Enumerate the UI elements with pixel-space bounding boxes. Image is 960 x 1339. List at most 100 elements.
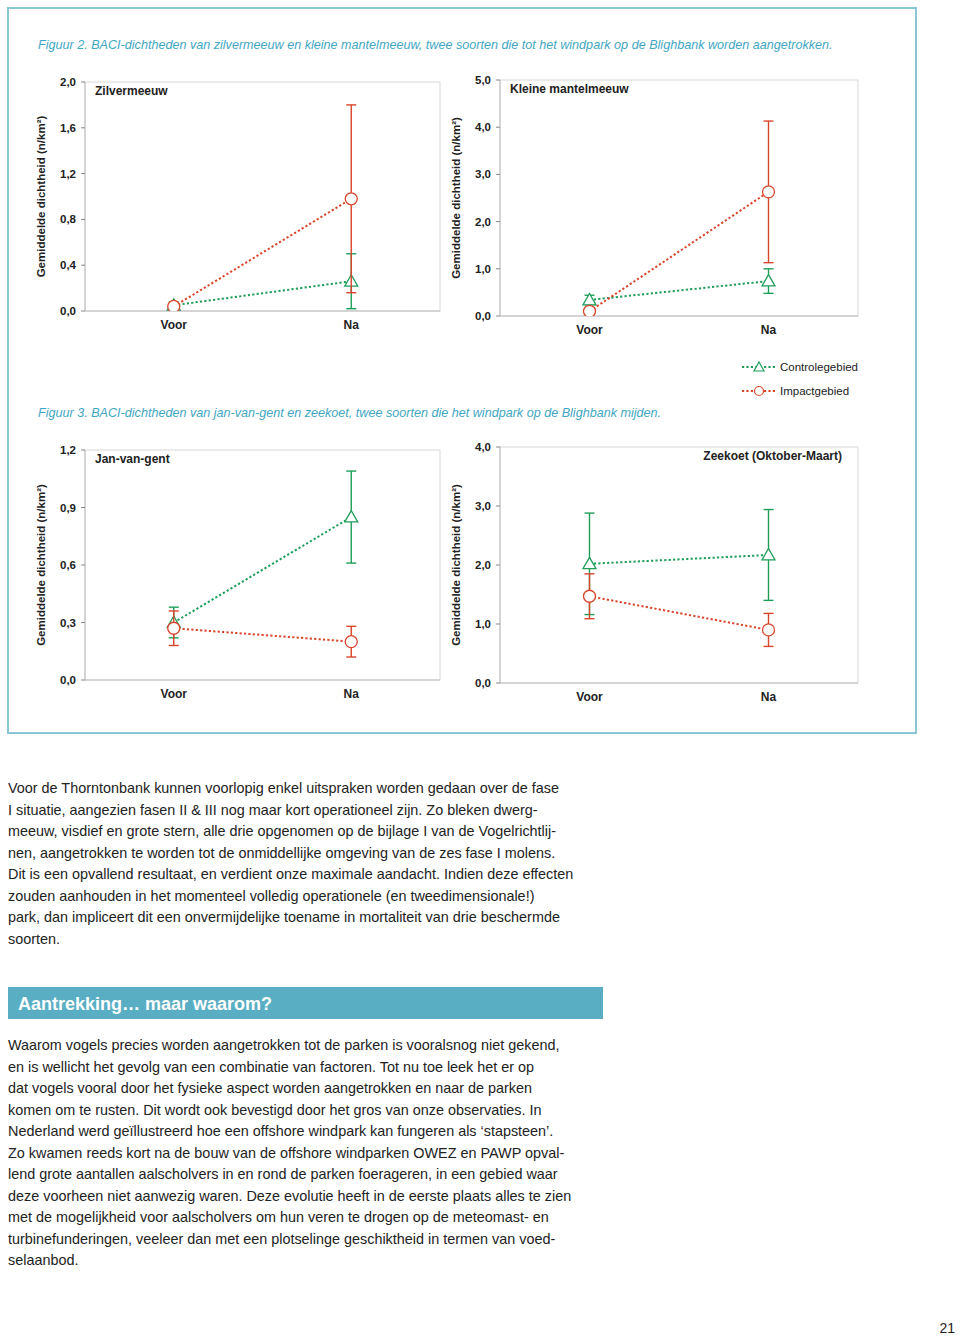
plot-area bbox=[167, 471, 358, 657]
error-bar-cap bbox=[346, 104, 356, 105]
point-marker bbox=[168, 622, 180, 634]
series bbox=[168, 611, 358, 657]
chart: 0,01,02,03,04,05,0Gemiddelde dichtheid (… bbox=[450, 74, 858, 337]
error-bar-cap bbox=[346, 562, 356, 563]
y-tick-label: 2,0 bbox=[475, 559, 491, 571]
error-bar-cap bbox=[585, 512, 595, 513]
body-text: Nederland werd geïllustreerd hoe een off… bbox=[8, 1123, 553, 1139]
y-tick-label: 1,2 bbox=[60, 444, 76, 456]
body-text: Waarom vogels precies worden aangetrokke… bbox=[8, 1037, 559, 1053]
x-tick-label: Na bbox=[761, 690, 777, 704]
y-tick-label: 0,4 bbox=[60, 259, 77, 271]
error-bar-cap bbox=[169, 645, 179, 646]
y-tick-label: 1,2 bbox=[60, 168, 76, 180]
y-tick bbox=[496, 624, 500, 625]
y-tick bbox=[496, 506, 500, 507]
body-text: park, dan impliceert dit een onvermijdel… bbox=[8, 909, 560, 925]
point-marker bbox=[583, 293, 596, 304]
point-marker bbox=[762, 275, 775, 286]
x-axis bbox=[500, 683, 858, 684]
y-tick bbox=[496, 565, 500, 566]
series-line bbox=[590, 281, 769, 300]
error-bar-cap bbox=[764, 262, 774, 263]
error-bar-cap bbox=[585, 573, 595, 574]
plot-area bbox=[583, 510, 775, 647]
y-tick-label: 1,6 bbox=[60, 122, 76, 134]
body-text: nen, aangetrokken te worden tot de onmid… bbox=[8, 845, 555, 861]
chart-title: Zilvermeeuw bbox=[95, 84, 168, 98]
plot-area bbox=[583, 121, 775, 316]
body-text: komen om te rusten. Dit wordt ook bevest… bbox=[8, 1102, 542, 1118]
x-tick-label: Na bbox=[344, 318, 360, 332]
error-bar-cap bbox=[346, 308, 356, 309]
section-heading: Aantrekking… maar waarom? bbox=[18, 994, 272, 1014]
plot-frame bbox=[500, 447, 858, 683]
legend-entry: Controlegebied bbox=[742, 361, 858, 373]
series-line bbox=[590, 192, 769, 311]
figure-caption: Figuur 3. BACI-dichtheden van jan-van-ge… bbox=[38, 406, 661, 420]
body-text: turbinefunderingen, veeleer dan met een … bbox=[8, 1231, 555, 1247]
error-bar-cap bbox=[764, 646, 774, 647]
y-tick bbox=[81, 82, 85, 83]
error-bar-cap bbox=[764, 120, 774, 121]
x-tick-label: Voor bbox=[161, 318, 188, 332]
plot-area bbox=[167, 105, 358, 311]
y-tick bbox=[81, 265, 85, 266]
legend-entry: Impactgebied bbox=[742, 385, 849, 397]
error-bar-cap bbox=[346, 292, 356, 293]
error-bar bbox=[585, 574, 595, 619]
heading-bar bbox=[8, 987, 603, 1019]
y-tick bbox=[81, 565, 85, 566]
chart: 0,00,30,60,91,2Gemiddelde dichtheid (n/k… bbox=[35, 444, 440, 701]
y-axis-label: Gemiddelde dichtheid (n/km²) bbox=[35, 484, 47, 646]
error-bar-cap bbox=[346, 626, 356, 627]
plot-frame bbox=[85, 450, 440, 680]
figure-caption: Figuur 2. BACI-dichtheden van zilvermeeu… bbox=[38, 38, 833, 52]
y-tick bbox=[496, 683, 500, 684]
x-tick-label: Voor bbox=[576, 323, 603, 337]
error-bar-cap bbox=[169, 606, 179, 607]
figure-frame bbox=[8, 8, 916, 733]
chart-title: Jan-van-gent bbox=[95, 452, 170, 466]
x-tick-label: Voor bbox=[576, 690, 603, 704]
y-axis-label: Gemiddelde dichtheid (n/km²) bbox=[450, 484, 462, 646]
point-marker bbox=[345, 193, 357, 205]
chart-title: Zeekoet (Oktober-Maart) bbox=[703, 449, 842, 463]
series bbox=[167, 471, 358, 638]
y-tick bbox=[496, 268, 500, 269]
body-text: soorten. bbox=[8, 931, 60, 947]
y-tick bbox=[81, 507, 85, 508]
y-tick bbox=[81, 622, 85, 623]
legend-label: Impactgebied bbox=[780, 385, 849, 397]
body-text: deze voorheen niet aanwezig waren. Deze … bbox=[8, 1188, 571, 1204]
error-bar bbox=[169, 611, 179, 646]
body-text: meeuw, visdief en grote stern, alle drie… bbox=[8, 823, 556, 839]
plot-frame bbox=[500, 80, 858, 316]
y-tick-label: 0,3 bbox=[60, 617, 76, 629]
y-tick bbox=[496, 174, 500, 175]
y-tick bbox=[496, 316, 500, 317]
body-text: I situatie, aangezien fasen II & III nog… bbox=[8, 802, 538, 818]
x-tick-label: Voor bbox=[161, 687, 188, 701]
point-marker bbox=[345, 511, 358, 522]
series-line bbox=[174, 199, 352, 307]
legend-label: Controlegebied bbox=[780, 361, 858, 373]
y-tick-label: 2,0 bbox=[475, 216, 491, 228]
y-tick bbox=[496, 80, 500, 81]
body-text: met de mogelijkheid voor aalscholvers om… bbox=[8, 1209, 549, 1225]
y-tick-label: 0,0 bbox=[60, 674, 76, 686]
y-tick bbox=[81, 311, 85, 312]
y-axis bbox=[85, 82, 86, 311]
series bbox=[584, 574, 775, 647]
y-tick bbox=[81, 450, 85, 451]
y-tick-label: 0,0 bbox=[475, 310, 491, 322]
y-tick-label: 1,0 bbox=[475, 618, 491, 630]
point-marker bbox=[584, 305, 596, 316]
error-bar-cap bbox=[764, 509, 774, 510]
y-tick bbox=[496, 447, 500, 448]
series bbox=[167, 254, 358, 310]
y-tick bbox=[81, 680, 85, 681]
body-text: Dit is een opvallend resultaat, en verdi… bbox=[8, 866, 573, 882]
legend-marker bbox=[755, 387, 764, 396]
point-marker bbox=[584, 590, 596, 602]
